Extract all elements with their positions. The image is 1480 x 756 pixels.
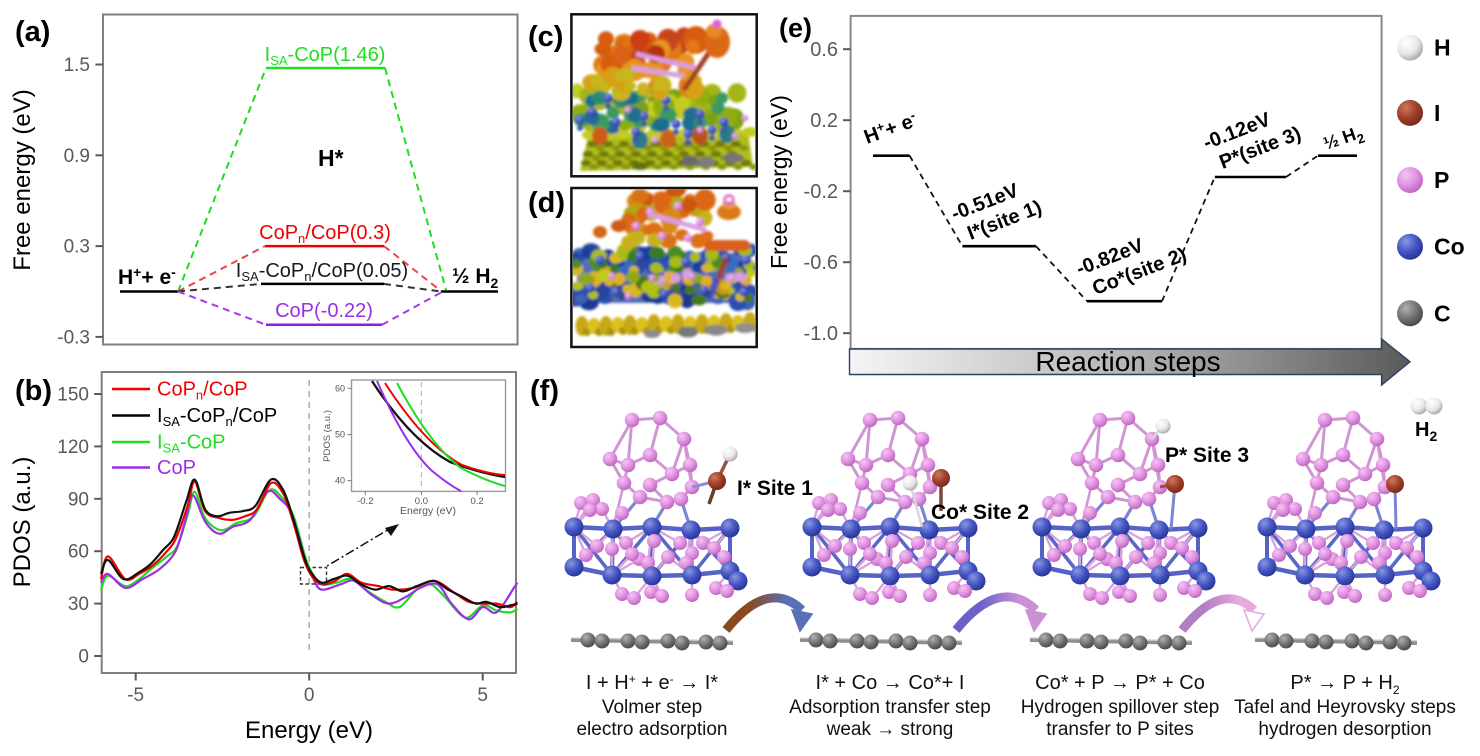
- svg-text:(c): (c): [528, 21, 563, 53]
- svg-text:Reaction steps: Reaction steps: [1035, 346, 1220, 377]
- svg-text:H2: H2: [1415, 419, 1437, 444]
- svg-text:0.0: 0.0: [415, 496, 428, 507]
- svg-text:60: 60: [68, 542, 89, 563]
- svg-text:0.6: 0.6: [810, 39, 838, 61]
- svg-text:0: 0: [78, 647, 89, 668]
- svg-text:5: 5: [477, 685, 488, 706]
- svg-text:ISA-CoP(1.46): ISA-CoP(1.46): [265, 44, 386, 68]
- svg-text:H++ e-: H++ e-: [118, 264, 176, 289]
- svg-text:1.5: 1.5: [64, 55, 90, 76]
- svg-text:P* → P + H2: P* → P + H2: [1290, 672, 1399, 697]
- svg-text:Free energy (eV): Free energy (eV): [766, 95, 792, 269]
- svg-text:Co: Co: [1434, 234, 1465, 260]
- svg-text:Hydrogen spillover step: Hydrogen spillover step: [1021, 697, 1220, 718]
- svg-text:150: 150: [57, 385, 89, 406]
- svg-text:60: 60: [335, 383, 345, 393]
- svg-text:-5: -5: [127, 685, 144, 706]
- svg-text:-0.3: -0.3: [57, 327, 90, 348]
- svg-text:0.3: 0.3: [64, 237, 90, 258]
- svg-text:Energy (eV): Energy (eV): [245, 717, 373, 744]
- svg-text:Co* + P → P* + Co: Co* + P → P* + Co: [1035, 672, 1205, 694]
- svg-text:(f): (f): [530, 375, 559, 407]
- svg-text:Free energy (eV): Free energy (eV): [9, 89, 36, 270]
- svg-text:(d): (d): [528, 187, 565, 219]
- svg-text:ISA-CoPn/CoP(0.05): ISA-CoPn/CoP(0.05): [236, 260, 408, 284]
- svg-text:30: 30: [68, 594, 89, 615]
- svg-text:H: H: [1434, 35, 1451, 61]
- svg-text:(a): (a): [15, 16, 50, 48]
- svg-text:(b): (b): [15, 375, 52, 407]
- svg-text:-0.2: -0.2: [804, 181, 838, 203]
- svg-text:50: 50: [335, 430, 345, 440]
- svg-text:90: 90: [68, 489, 89, 510]
- svg-text:CoPn/CoP: CoPn/CoP: [157, 379, 248, 403]
- svg-text:120: 120: [57, 437, 89, 458]
- svg-text:Tafel and Heyrovsky steps: Tafel and Heyrovsky steps: [1234, 697, 1456, 718]
- svg-text:Volmer step: Volmer step: [602, 697, 702, 718]
- svg-text:electro adsorption: electro adsorption: [576, 719, 727, 740]
- svg-text:Co* Site 2: Co* Site 2: [931, 501, 1029, 524]
- svg-text:C: C: [1434, 300, 1451, 326]
- svg-text:CoPn/CoP(0.3): CoPn/CoP(0.3): [259, 222, 391, 246]
- svg-text:transfer to P sites: transfer to P sites: [1046, 719, 1194, 740]
- svg-text:PDOS (a.u.): PDOS (a.u.): [9, 457, 36, 588]
- svg-text:(e): (e): [779, 13, 812, 43]
- svg-text:hydrogen desorption: hydrogen desorption: [1258, 719, 1431, 740]
- svg-text:CoP(-0.22): CoP(-0.22): [275, 300, 373, 322]
- svg-text:-0.2: -0.2: [357, 496, 373, 507]
- svg-text:I: I: [1434, 100, 1440, 126]
- svg-text:weak → strong: weak → strong: [826, 719, 954, 740]
- svg-text:I + H+ + e- → I*: I + H+ + e- → I*: [586, 672, 718, 694]
- svg-text:-0.6: -0.6: [804, 252, 838, 274]
- svg-text:H*: H*: [318, 145, 344, 171]
- svg-text:I* Site 1: I* Site 1: [737, 477, 813, 500]
- svg-text:P* Site 3: P* Site 3: [1165, 444, 1249, 467]
- svg-text:PDOS (a.u.): PDOS (a.u.): [322, 410, 333, 462]
- svg-text:0: 0: [304, 685, 315, 706]
- svg-text:0.9: 0.9: [64, 146, 90, 167]
- svg-text:CoP: CoP: [157, 457, 196, 479]
- svg-text:P: P: [1434, 167, 1449, 193]
- svg-text:0.2: 0.2: [470, 496, 483, 507]
- svg-text:I* + Co → Co*+ I: I* + Co → Co*+ I: [816, 672, 965, 694]
- svg-text:Adsorption transfer step: Adsorption transfer step: [789, 697, 991, 718]
- svg-text:0.2: 0.2: [810, 110, 838, 132]
- svg-text:-1.0: -1.0: [804, 323, 838, 345]
- svg-text:Energy (eV): Energy (eV): [400, 505, 456, 517]
- svg-text:40: 40: [335, 476, 345, 486]
